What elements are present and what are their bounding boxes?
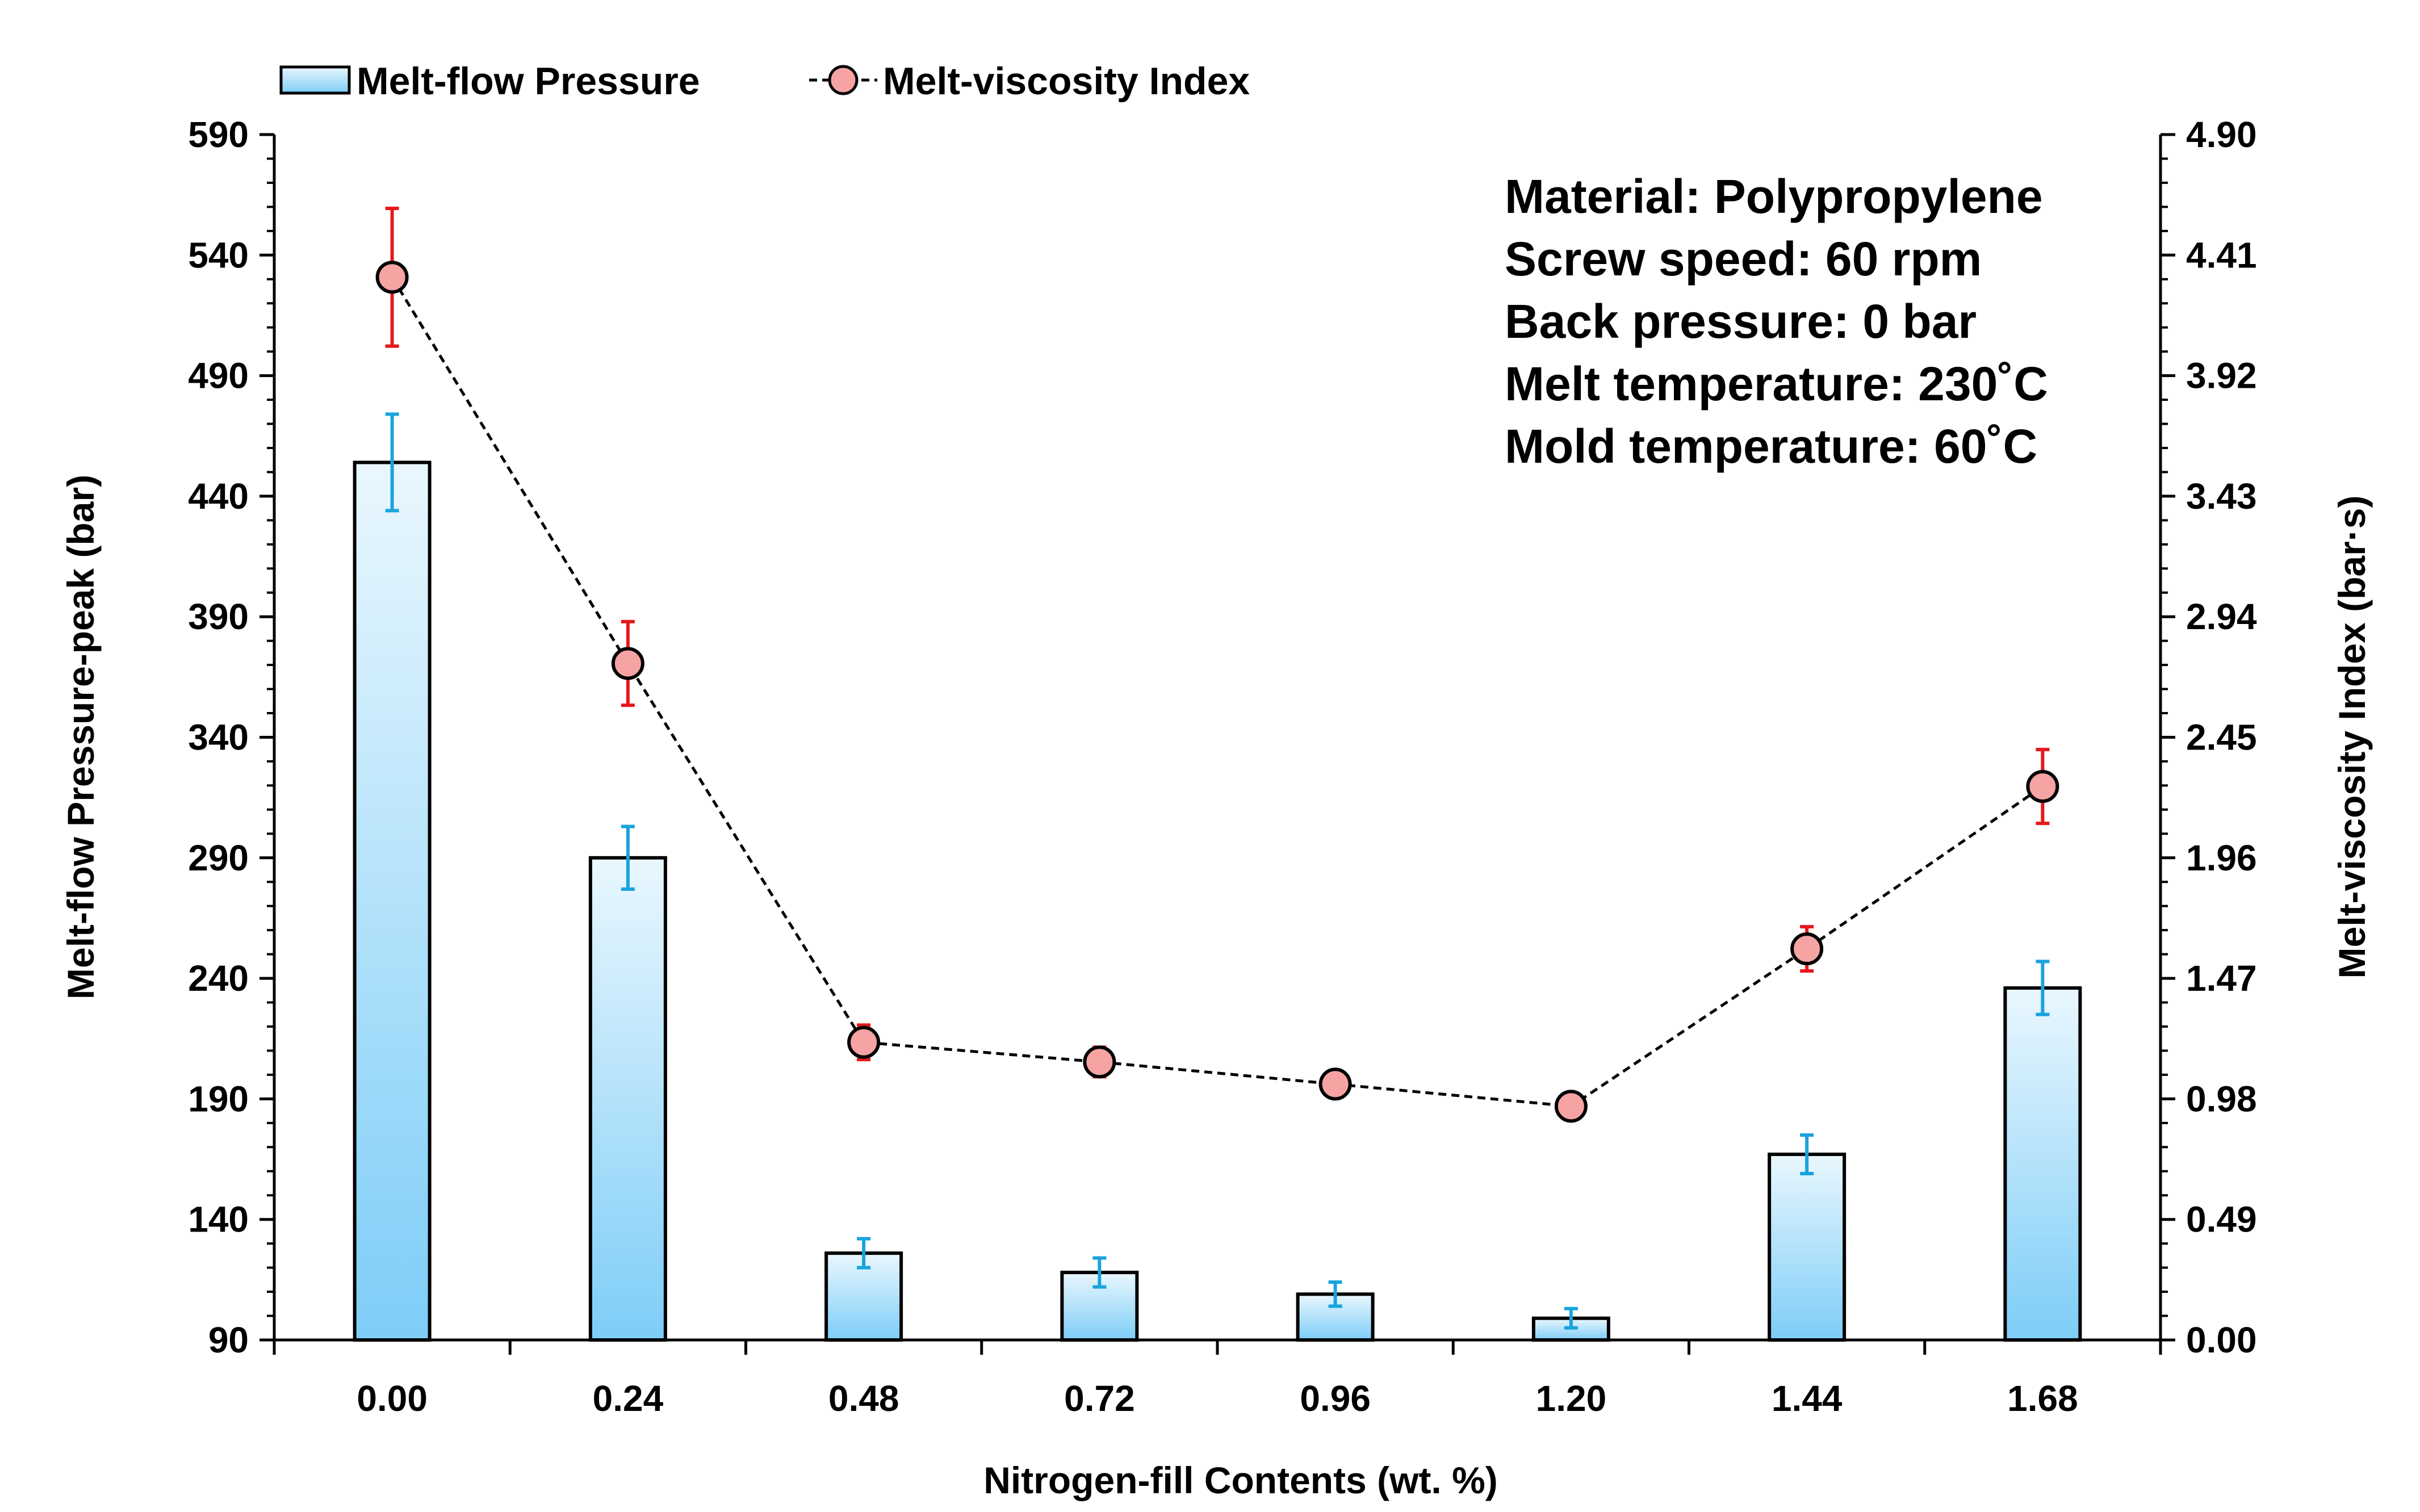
x-tick-label: 1.20	[1536, 1378, 1607, 1419]
x-tick-label: 1.44	[1772, 1378, 1843, 1419]
bar	[1768, 1153, 1847, 1342]
y-axis-title-left: Melt-flow Pressure-peak (bar)	[60, 475, 102, 999]
y-tick-label-right: 2.94	[2186, 596, 2257, 637]
legend-line-marker	[828, 65, 859, 95]
y-tick-label-right: 4.90	[2186, 114, 2257, 155]
line-point	[2026, 770, 2059, 803]
y-tick-label-right: 0.00	[2186, 1320, 2257, 1360]
bar	[2003, 986, 2082, 1342]
legend-bar-swatch	[279, 65, 351, 95]
line-point	[1083, 1045, 1116, 1079]
y-tick-label-right: 3.92	[2186, 355, 2257, 396]
annotation-back-pressure: Back pressure: 0 bar	[1505, 295, 1977, 348]
y-tick-label-left: 540	[188, 234, 249, 275]
annotation-material: Material: Polypropylene	[1505, 170, 2043, 223]
legend-bar-label: Melt-flow Pressure	[357, 60, 700, 103]
annotation-mold-temperature: Mold temperature: 60˚C	[1505, 420, 2037, 473]
y-tick-label-left: 490	[188, 355, 249, 396]
bar	[353, 460, 432, 1342]
y-tick-label-left: 240	[188, 958, 249, 999]
x-tick-label: 0.48	[828, 1378, 899, 1419]
line-point	[611, 647, 644, 680]
x-tick-label: 1.68	[2007, 1378, 2078, 1419]
x-tick-label: 0.24	[593, 1378, 664, 1419]
line-series	[375, 206, 2059, 1123]
annotation-screw-speed: Screw speed: 60 rpm	[1505, 232, 1982, 286]
y-tick-label-left: 390	[188, 596, 249, 637]
x-axis-title: Nitrogen-fill Contents (wt. %)	[983, 1459, 1498, 1501]
x-tick-label: 0.96	[1300, 1378, 1371, 1419]
y-tick-label-left: 140	[188, 1199, 249, 1240]
x-tick-label: 0.00	[357, 1378, 428, 1419]
y-tick-label-right: 1.47	[2186, 958, 2257, 999]
x-tick-label: 0.72	[1064, 1378, 1135, 1419]
axes: 590 4.90 540 4.41 490 3.92 440 3.43 390 2.94 340 2.…	[188, 114, 2257, 1419]
legend-line-label: Melt-viscosity Index	[883, 60, 1250, 103]
y-tick-label-left: 440	[188, 476, 249, 517]
line-point	[847, 1025, 881, 1059]
bar-series	[353, 460, 2082, 1342]
line-point	[1318, 1067, 1352, 1101]
line-path	[391, 276, 2044, 1108]
y-tick-label-left: 290	[188, 837, 249, 878]
y-tick-label-left: 340	[188, 717, 249, 758]
y-tick-label-left: 190	[188, 1078, 249, 1119]
y-tick-label-right: 3.43	[2186, 476, 2257, 517]
line-point	[375, 261, 409, 294]
y-tick-label-right: 4.41	[2186, 234, 2257, 275]
y-tick-label-right: 1.96	[2186, 837, 2257, 878]
bar	[588, 856, 667, 1342]
y-tick-label-left: 590	[188, 114, 249, 155]
bar-error-bars	[385, 412, 2050, 1330]
y-tick-label-left: 90	[208, 1320, 249, 1360]
y-axis-title-right: Melt-viscosity Index (bar·s)	[2331, 496, 2373, 979]
y-tick-label-right: 2.45	[2186, 717, 2257, 758]
annotation-box: Material: Polypropylene Screw speed: 60 …	[1505, 170, 2048, 473]
y-tick-label-right: 0.98	[2186, 1078, 2257, 1119]
annotation-melt-temperature: Melt temperature: 230˚C	[1505, 357, 2048, 411]
line-point	[1554, 1090, 1588, 1123]
legend: Melt-flow Pressure Melt-viscosity Index	[279, 60, 1250, 103]
line-point	[1790, 932, 1824, 966]
y-tick-label-right: 0.49	[2186, 1199, 2257, 1240]
